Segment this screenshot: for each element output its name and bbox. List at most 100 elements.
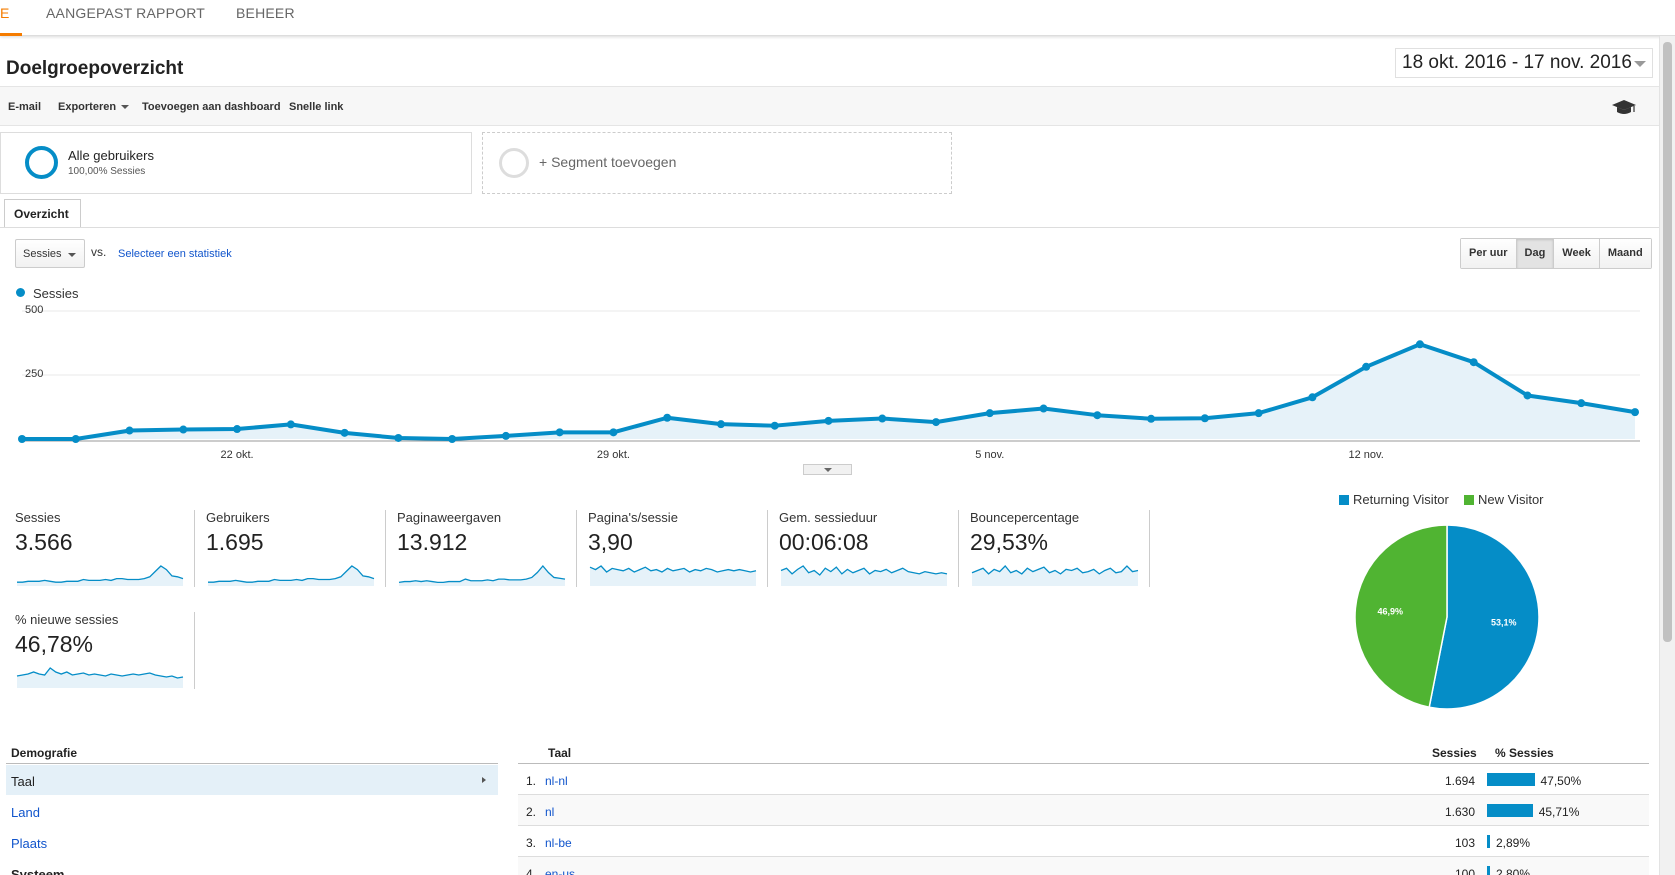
metric-dropdown[interactable]: Sessies	[15, 239, 85, 268]
metric-value: 13.912	[397, 529, 468, 555]
visitor-type-pie-chart: 53,1% 46,9%	[1354, 524, 1540, 710]
metric-card[interactable]: Paginaweergaven 13.912	[397, 510, 577, 587]
data-point[interactable]	[125, 426, 134, 435]
period-month-button[interactable]: Maand	[1599, 239, 1651, 268]
demographics-item-label: Taal	[11, 774, 35, 789]
demographics-item-city[interactable]: Plaats	[11, 836, 48, 851]
metric-value: 29,53%	[970, 529, 1049, 555]
pie-legend-returning: Returning Visitor	[1339, 492, 1449, 507]
add-segment-button[interactable]: + Segment toevoegen	[539, 154, 677, 170]
metric-card[interactable]: Sessies 3.566	[15, 510, 195, 587]
data-point[interactable]	[179, 425, 188, 434]
pie-slice[interactable]	[1354, 524, 1448, 709]
data-point[interactable]	[824, 416, 833, 425]
export-button[interactable]: Exporteren	[58, 101, 130, 113]
metric-card[interactable]: Gebruikers 1.695	[206, 510, 386, 587]
data-point[interactable]	[716, 420, 725, 429]
language-link[interactable]: nl-be	[545, 836, 572, 850]
top-navigation: E AANGEPAST RAPPORT BEHEER	[0, 0, 1675, 36]
shortcut-button[interactable]: Snelle link	[289, 101, 344, 113]
chevron-down-icon	[121, 105, 130, 110]
data-point[interactable]	[501, 431, 510, 440]
data-point[interactable]	[555, 428, 564, 437]
date-range-picker[interactable]: 18 okt. 2016 - 17 nov. 2016	[1395, 48, 1653, 78]
metric-value: 00:06:08	[779, 529, 869, 555]
data-point[interactable]	[1577, 399, 1586, 408]
tab-overview[interactable]: Overzicht	[4, 199, 81, 227]
metric-label: Paginaweergaven	[397, 510, 502, 525]
data-point[interactable]	[663, 413, 672, 422]
demographics-item-country[interactable]: Land	[11, 805, 40, 820]
chart-collapse-toggle[interactable]	[803, 464, 852, 475]
page-title: Doelgroepoverzicht	[6, 58, 184, 79]
tab-active-fragment[interactable]: E	[0, 0, 22, 36]
data-point[interactable]	[71, 435, 80, 443]
sparkline-area	[781, 566, 947, 586]
series-legend-label: Sessies	[33, 286, 79, 301]
language-link[interactable]: nl	[545, 805, 555, 819]
data-point[interactable]	[1254, 409, 1263, 418]
data-point[interactable]	[1469, 358, 1478, 367]
data-point[interactable]	[1093, 411, 1102, 420]
data-point[interactable]	[985, 409, 994, 418]
data-point[interactable]	[878, 414, 887, 423]
data-point[interactable]	[609, 428, 618, 437]
language-link[interactable]: en-us	[545, 867, 576, 875]
metric-sparkline	[16, 667, 184, 688]
metric-card[interactable]: % nieuwe sessies 46,78%	[15, 612, 195, 689]
row-pct-sessions: 47,50%	[1540, 774, 1582, 788]
data-point[interactable]	[233, 425, 242, 434]
period-week-button[interactable]: Week	[1554, 239, 1600, 268]
metric-value: 46,78%	[15, 631, 94, 657]
pie-slice[interactable]	[1428, 524, 1540, 710]
period-day-button[interactable]: Dag	[1516, 239, 1555, 268]
data-point[interactable]	[770, 421, 779, 430]
data-point[interactable]	[1039, 404, 1048, 413]
data-point[interactable]	[340, 428, 349, 437]
data-point[interactable]	[932, 418, 941, 427]
series-legend-marker	[16, 288, 25, 297]
data-point[interactable]	[1362, 362, 1371, 371]
add-to-dashboard-button[interactable]: Toevoegen aan dashboard	[142, 101, 281, 113]
segment-all-users[interactable]: Alle gebruikers 100,00% Sessies	[0, 132, 472, 194]
row-index: 3.	[526, 836, 537, 850]
select-statistic-link[interactable]: Selecteer een statistiek	[118, 248, 232, 260]
period-hour-button[interactable]: Per uur	[1461, 239, 1517, 268]
data-point[interactable]	[18, 435, 26, 443]
row-index: 2.	[526, 805, 537, 819]
y-tick-label: 500	[25, 304, 43, 316]
tab-admin[interactable]: BEHEER	[236, 5, 295, 21]
data-point[interactable]	[286, 420, 295, 429]
tab-custom-report[interactable]: AANGEPAST RAPPORT	[46, 5, 205, 21]
demographics-item-system[interactable]: Systeem	[11, 867, 65, 875]
language-link[interactable]: nl-nl	[545, 774, 568, 788]
row-sessions: 1.630	[1444, 805, 1475, 819]
data-point[interactable]	[1200, 414, 1209, 423]
data-point[interactable]	[394, 433, 403, 442]
sparkline-line	[589, 565, 757, 573]
scrollbar-thumb[interactable]	[1663, 42, 1672, 642]
pie-legend-label-new: New Visitor	[1478, 492, 1544, 507]
vs-label: vs.	[91, 245, 107, 259]
pie-slice-label: 46,9%	[1377, 606, 1403, 616]
graduation-cap-icon[interactable]	[1611, 97, 1637, 117]
row-pct-sessions: 2,80%	[1496, 867, 1531, 875]
data-point[interactable]	[1523, 391, 1532, 400]
data-point[interactable]	[1631, 408, 1639, 417]
email-button[interactable]: E-mail	[8, 101, 42, 113]
x-tick-label: 22 okt.	[221, 449, 254, 461]
data-point[interactable]	[1147, 414, 1156, 423]
metric-card[interactable]: Bouncepercentage 29,53%	[970, 510, 1150, 587]
metric-label: Bouncepercentage	[970, 510, 1080, 525]
add-segment-card[interactable]: + Segment toevoegen	[482, 132, 952, 194]
metric-card[interactable]: Pagina's/sessie 3,90	[588, 510, 768, 587]
sparkline-area	[972, 566, 1138, 586]
metric-card[interactable]: Gem. sessieduur 00:06:08	[779, 510, 959, 587]
data-point[interactable]	[448, 435, 457, 443]
segment-ring-icon	[25, 146, 58, 179]
data-point[interactable]	[1415, 340, 1424, 349]
data-point[interactable]	[1308, 393, 1317, 402]
row-pct-sessions: 45,71%	[1538, 805, 1580, 819]
demographics-item-language[interactable]: Taal	[6, 765, 498, 795]
page-scrollbar[interactable]	[1659, 36, 1675, 875]
